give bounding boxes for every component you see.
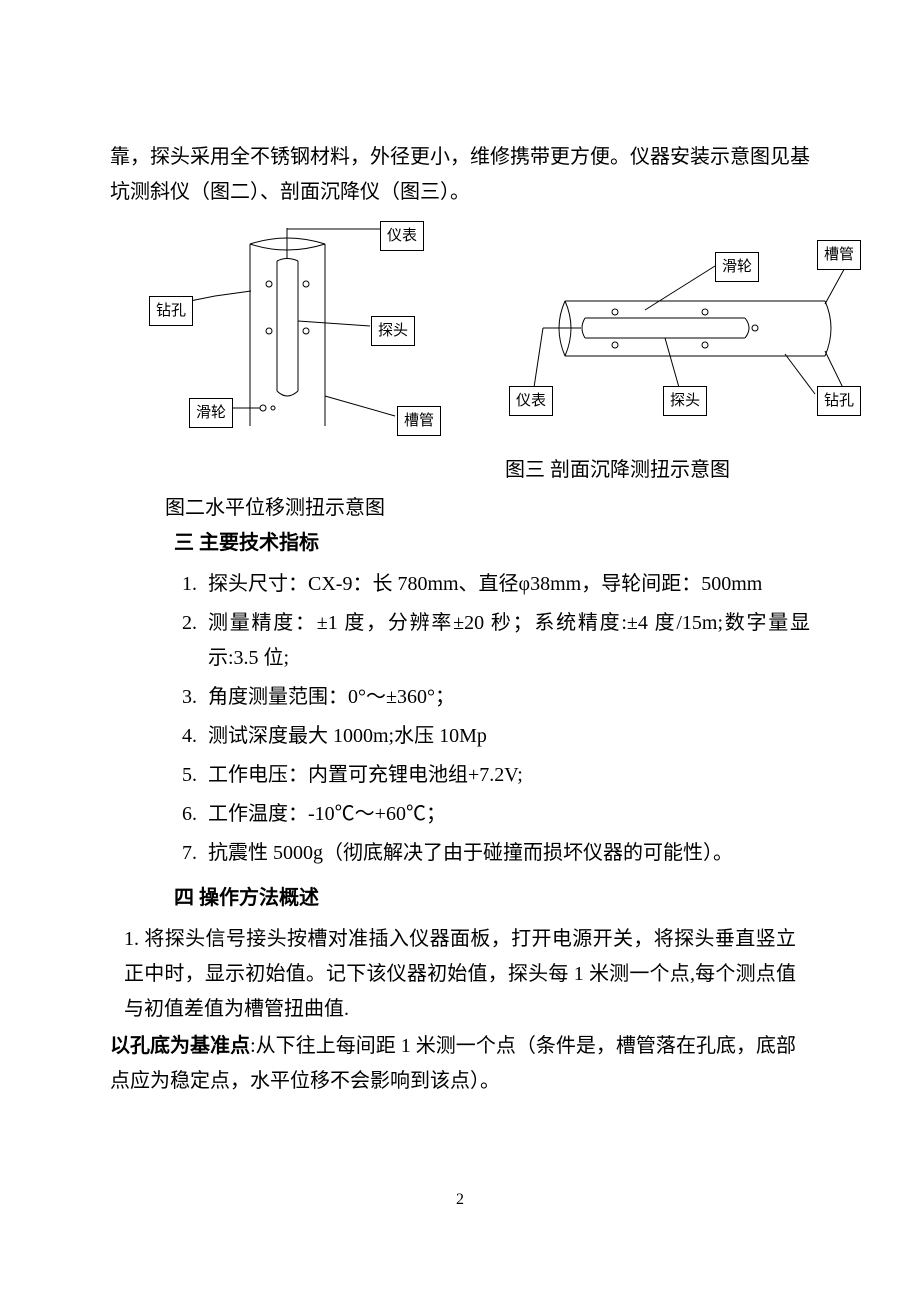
fig3-label-pulley: 滑轮 (715, 252, 759, 282)
fig3-label-groove-pipe: 槽管 (817, 240, 861, 270)
intro-paragraph: 靠，探头采用全不锈钢材料，外径更小，维修携带更方便。仪器安装示意图见基坑测斜仪（… (110, 140, 810, 210)
fig2-label-probe: 探头 (371, 316, 415, 346)
spec-item: 工作电压：内置可充锂电池组+7.2V; (202, 758, 810, 793)
page: 靠，探头采用全不锈钢材料，外径更小，维修携带更方便。仪器安装示意图见基坑测斜仪（… (0, 0, 920, 1302)
fig2-label-meter: 仪表 (380, 221, 424, 251)
spec-item: 测量精度：±1 度，分辨率±20 秒；系统精度:±4 度/15m;数字量显示:3… (202, 606, 810, 676)
specs-list: 探头尺寸：CX-9：长 780mm、直径φ38mm，导轮间距：500mm 测量精… (110, 567, 810, 871)
operation-reference-point: 以孔底为基准点:从下往上每间距 1 米测一个点（条件是，槽管落在孔底，底部点应为… (110, 1029, 796, 1099)
spec-item: 角度测量范围：0°～±360°； (202, 680, 810, 715)
figure-2: 仪表 钻孔 探头 滑轮 槽管 (155, 226, 475, 448)
page-number: 2 (0, 1186, 920, 1214)
fig3-label-meter: 仪表 (509, 386, 553, 416)
fig3-label-probe: 探头 (663, 386, 707, 416)
fig2-label-pulley: 滑轮 (189, 398, 233, 428)
fig3-label-borehole: 钻孔 (817, 386, 861, 416)
spec-item: 工作温度：-10℃～+60℃； (202, 797, 810, 832)
ref-point-label: 以孔底为基准点 (110, 1035, 250, 1057)
figures-row: 仪表 钻孔 探头 滑轮 槽管 (110, 216, 810, 516)
spec-item: 测试深度最大 1000m;水压 10Mp (202, 719, 810, 754)
section-3-title: 三 主要技术指标 (174, 526, 810, 561)
figure-2-caption: 图二水平位移测扭示意图 (165, 491, 385, 526)
operation-step-1: 1. 将探头信号接头按槽对准插入仪器面板，打开电源开关，将探头垂直竖立正中时，显… (124, 922, 796, 1027)
section-4-title: 四 操作方法概述 (174, 881, 810, 916)
fig2-label-groove-pipe: 槽管 (397, 406, 441, 436)
fig2-label-borehole: 钻孔 (149, 296, 193, 326)
figure-3: 滑轮 槽管 仪表 探头 钻孔 (495, 246, 865, 438)
spec-item: 探头尺寸：CX-9：长 780mm、直径φ38mm，导轮间距：500mm (202, 567, 810, 602)
spec-item: 抗震性 5000g（彻底解决了由于碰撞而损坏仪器的可能性）。 (202, 836, 810, 871)
figure-3-caption: 图三 剖面沉降测扭示意图 (505, 453, 730, 488)
